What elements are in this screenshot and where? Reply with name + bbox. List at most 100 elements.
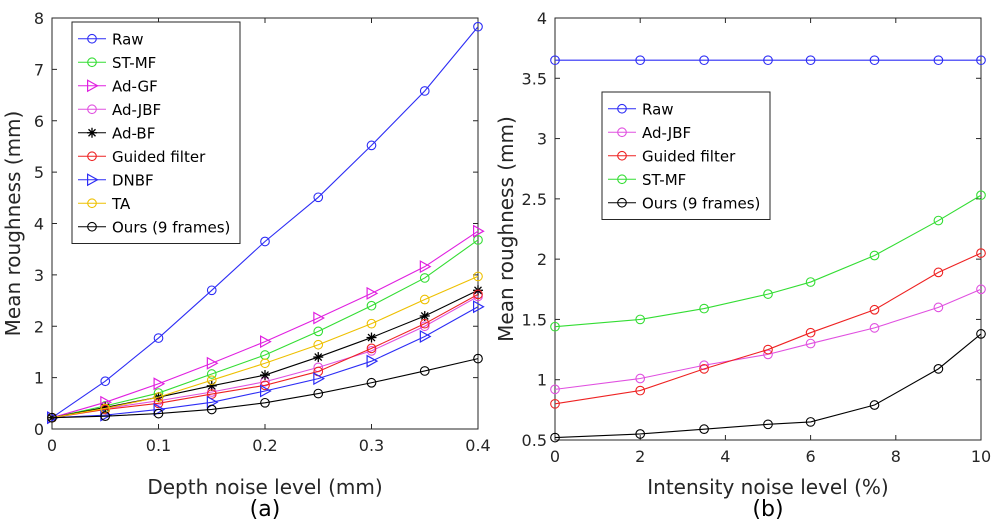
data-point [869, 250, 880, 261]
data-point [153, 392, 164, 402]
series-line [51, 230, 479, 419]
data-point [153, 402, 166, 416]
data-point [260, 236, 270, 247]
data-point [313, 352, 324, 363]
data-point [550, 384, 560, 395]
data-point [933, 302, 944, 313]
y-tick-label: 0.5 [522, 431, 547, 450]
data-point [805, 417, 816, 427]
x-axis-label: Depth noise level (mm) [147, 475, 382, 499]
legend-item: Guided filter [78, 148, 206, 166]
data-point [550, 398, 560, 409]
data-point [550, 55, 560, 66]
x-tick-label: 10 [971, 447, 991, 466]
data-point [869, 304, 880, 315]
chart-b: 0.5 1 1.5 2 2.5 3 3.5 4 0 2 4 6 8 10 Intensity noise l… [494, 9, 991, 522]
data-point [100, 403, 111, 414]
data-point [805, 327, 816, 338]
legend-box [601, 91, 771, 220]
data-point [976, 284, 986, 295]
data-point [473, 289, 483, 300]
legend-item: Ad-BF [78, 124, 155, 142]
data-point [366, 346, 377, 356]
data-point [153, 333, 164, 343]
data-point [635, 429, 646, 439]
data-point [976, 329, 986, 339]
data-point [419, 260, 432, 274]
legend-label: Ours (9 frames) [112, 218, 230, 236]
legend-label: Ad-JBF [642, 124, 691, 142]
data-point [699, 360, 709, 371]
series-line [51, 306, 479, 419]
x-tick-label: 0 [550, 447, 560, 466]
legend-label: Ad-BF [112, 124, 155, 142]
data-point [976, 55, 986, 66]
y-tick-label: 2.5 [522, 190, 547, 209]
data-point [933, 364, 944, 374]
y-tick-label: 5 [34, 163, 44, 182]
legend-marker [87, 57, 97, 68]
legend-label: Guided filter [112, 148, 206, 166]
y-tick-label: 3 [34, 266, 44, 285]
panel-label: (b) [752, 497, 783, 522]
data-point [869, 55, 880, 66]
data-point [473, 21, 483, 32]
series-guided-filter [550, 248, 986, 409]
legend-marker [87, 127, 97, 138]
series-line [51, 275, 479, 419]
data-point [699, 364, 709, 374]
legend-marker [87, 104, 97, 115]
data-point [153, 377, 166, 391]
data-point [635, 373, 646, 384]
y-axis-label: Mean roughness (mm) [494, 116, 518, 342]
data-point [805, 338, 816, 349]
x-axis-label: Intensity noise level (%) [647, 475, 888, 499]
data-point [699, 424, 709, 434]
legend-marker [86, 79, 99, 93]
x-tick-label: 6 [806, 447, 816, 466]
data-point [366, 354, 379, 368]
data-point [933, 215, 944, 226]
data-point [805, 55, 816, 66]
x-tick-label: 8 [891, 447, 901, 466]
y-tick-label: 3 [537, 130, 547, 149]
data-point [419, 318, 430, 329]
data-point [699, 55, 709, 66]
x-tick-label: 0 [47, 436, 57, 455]
data-point [313, 372, 325, 386]
data-point [260, 384, 272, 398]
data-point [100, 376, 111, 387]
data-point [933, 55, 944, 66]
data-point [635, 55, 646, 66]
data-point [763, 419, 773, 430]
series-line [554, 288, 982, 390]
data-point [419, 310, 430, 321]
y-tick-label: 8 [34, 9, 44, 28]
legend-marker [617, 127, 627, 138]
data-point [419, 86, 430, 96]
series-line [51, 26, 479, 419]
y-axis-label: Mean roughness (mm) [1, 111, 25, 337]
data-point [313, 326, 324, 337]
series-line [554, 252, 982, 405]
data-point [366, 343, 377, 354]
data-point [366, 318, 377, 329]
data-point [366, 377, 377, 388]
data-point [206, 356, 219, 370]
data-point [260, 397, 270, 408]
y-tick-label: 1.5 [522, 310, 547, 329]
data-point [313, 388, 324, 399]
data-point [153, 398, 164, 409]
series-line [554, 194, 982, 328]
legend-marker [617, 197, 627, 208]
chart-a: 0 1 2 3 4 5 6 7 8 0 0.1 0.2 0.3 0.4 Depth noise level … [1, 9, 491, 522]
data-point [869, 323, 880, 333]
data-point [550, 321, 560, 332]
data-point [869, 400, 880, 410]
legend-label: Ad-JBF [112, 101, 161, 119]
data-point [313, 339, 324, 350]
data-point [260, 335, 272, 349]
data-point [206, 404, 217, 415]
